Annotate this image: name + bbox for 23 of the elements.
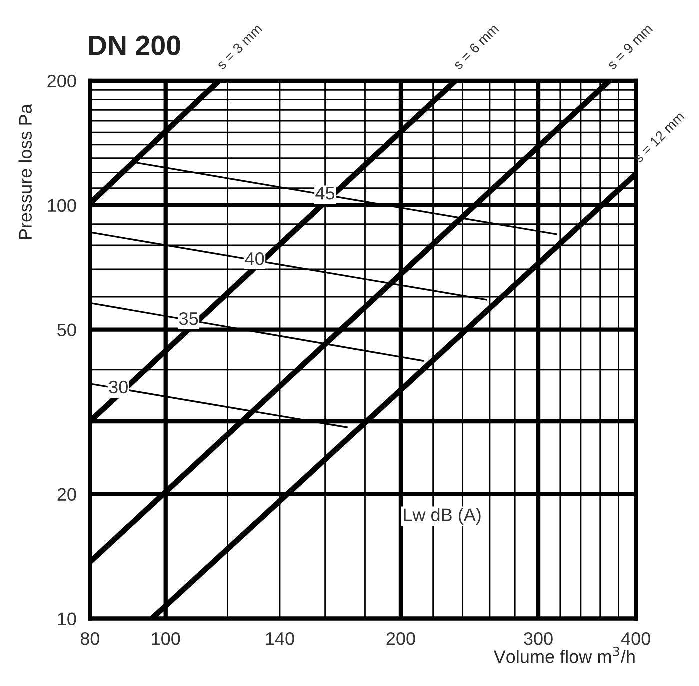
x-tick-label: 400 — [621, 632, 650, 646]
x-tick-label: 300 — [524, 632, 553, 646]
annotation: 40 — [245, 252, 264, 266]
annotation: 45 — [316, 187, 335, 200]
annotation: 30 — [109, 380, 128, 394]
x-tick-label: 80 — [80, 632, 100, 646]
y-tick-label: 10 — [58, 612, 76, 626]
y-tick-label: 200 — [48, 74, 76, 88]
x-axis-title: Volume flow m$^{3}$/h — [494, 646, 635, 664]
x-tick-label: 140 — [266, 632, 294, 646]
x-tick-label: 100 — [152, 632, 180, 646]
text: s = 3 mm — [216, 24, 263, 70]
text: s = 6 mm — [452, 24, 500, 70]
y-tick-label: 20 — [58, 488, 76, 502]
text: s = 12 mm — [633, 111, 686, 164]
chart-title: DN 200 — [89, 36, 180, 56]
annotation: Lw dB (A) — [404, 508, 481, 525]
x-tick-label: 200 — [386, 632, 416, 646]
y-tick-label: 50 — [58, 324, 76, 337]
y-tick-label: 100 — [48, 199, 76, 212]
y-axis-title: Pressure loss Pa — [18, 104, 32, 240]
text: s = 9 mm — [606, 24, 654, 70]
annotation: 35 — [179, 312, 198, 326]
